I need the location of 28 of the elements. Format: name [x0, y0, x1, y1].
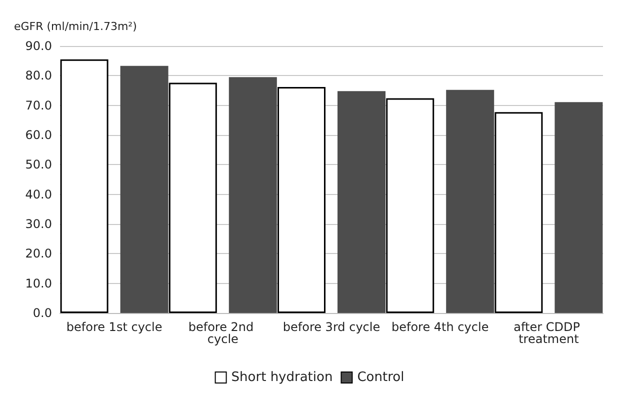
- bar: [338, 91, 386, 313]
- legend-label: Short hydration: [231, 370, 333, 385]
- y-tick-label: 40.0: [25, 187, 52, 202]
- y-tick-label: 60.0: [25, 128, 52, 142]
- x-tick-label: before 4th cycle: [391, 320, 489, 334]
- y-tick-label: 50.0: [25, 158, 52, 172]
- bar: [554, 102, 603, 313]
- bar: [60, 59, 108, 313]
- bar: [228, 77, 277, 313]
- legend-label: Control: [357, 370, 404, 385]
- y-tick-label: 80.0: [25, 68, 52, 83]
- bar: [278, 86, 326, 313]
- bar: [494, 112, 543, 313]
- bar: [386, 98, 434, 313]
- y-tick-label: 70.0: [25, 98, 52, 112]
- y-tick-label: 0.0: [32, 306, 52, 320]
- x-tick-label: before 1st cycle: [66, 320, 162, 334]
- bar: [446, 90, 494, 313]
- y-tick-label: 30.0: [25, 217, 52, 231]
- bar: [168, 82, 217, 313]
- y-tick-label: 20.0: [25, 246, 52, 261]
- x-tick-label: before 3rd cycle: [282, 320, 380, 334]
- bar: [120, 66, 168, 313]
- x-tick-label: after CDDP treatment: [514, 320, 584, 346]
- y-tick-label: 10.0: [25, 276, 52, 290]
- y-tick-label: 90.0: [25, 39, 52, 53]
- x-tick-label: before 2nd cycle: [188, 320, 258, 346]
- y-axis-title: eGFR (ml/min/1.73m²): [14, 20, 137, 33]
